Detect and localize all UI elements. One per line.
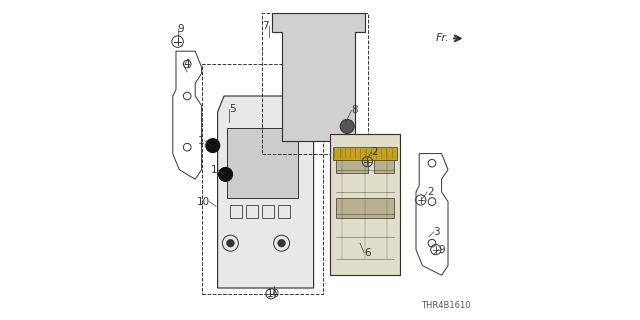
Circle shape <box>206 139 220 153</box>
Circle shape <box>340 119 355 133</box>
Bar <box>336 198 394 218</box>
Bar <box>230 205 242 218</box>
Text: 1: 1 <box>198 136 205 146</box>
Bar <box>262 205 274 218</box>
Text: 2: 2 <box>371 147 378 157</box>
Text: 10: 10 <box>267 289 280 299</box>
Text: 4: 4 <box>183 59 189 69</box>
Text: 9: 9 <box>178 24 184 34</box>
Bar <box>227 128 298 198</box>
Text: 2: 2 <box>428 187 434 197</box>
Text: 10: 10 <box>196 196 210 207</box>
Text: 9: 9 <box>438 244 445 255</box>
Text: 5: 5 <box>229 104 236 114</box>
Text: 6: 6 <box>364 248 371 258</box>
Text: Fr.: Fr. <box>436 33 450 44</box>
Text: 3: 3 <box>434 227 440 237</box>
Bar <box>330 134 400 275</box>
Polygon shape <box>272 13 365 141</box>
Text: 7: 7 <box>262 20 269 31</box>
Bar <box>278 205 289 218</box>
Bar <box>246 205 258 218</box>
Circle shape <box>219 167 233 181</box>
Bar <box>333 147 397 160</box>
Bar <box>336 157 368 173</box>
Polygon shape <box>218 96 314 288</box>
Circle shape <box>278 239 285 247</box>
Text: THR4B1610: THR4B1610 <box>421 301 470 310</box>
Circle shape <box>227 239 234 247</box>
Text: 8: 8 <box>351 105 358 116</box>
Bar <box>374 157 394 173</box>
Text: 1: 1 <box>211 164 218 175</box>
